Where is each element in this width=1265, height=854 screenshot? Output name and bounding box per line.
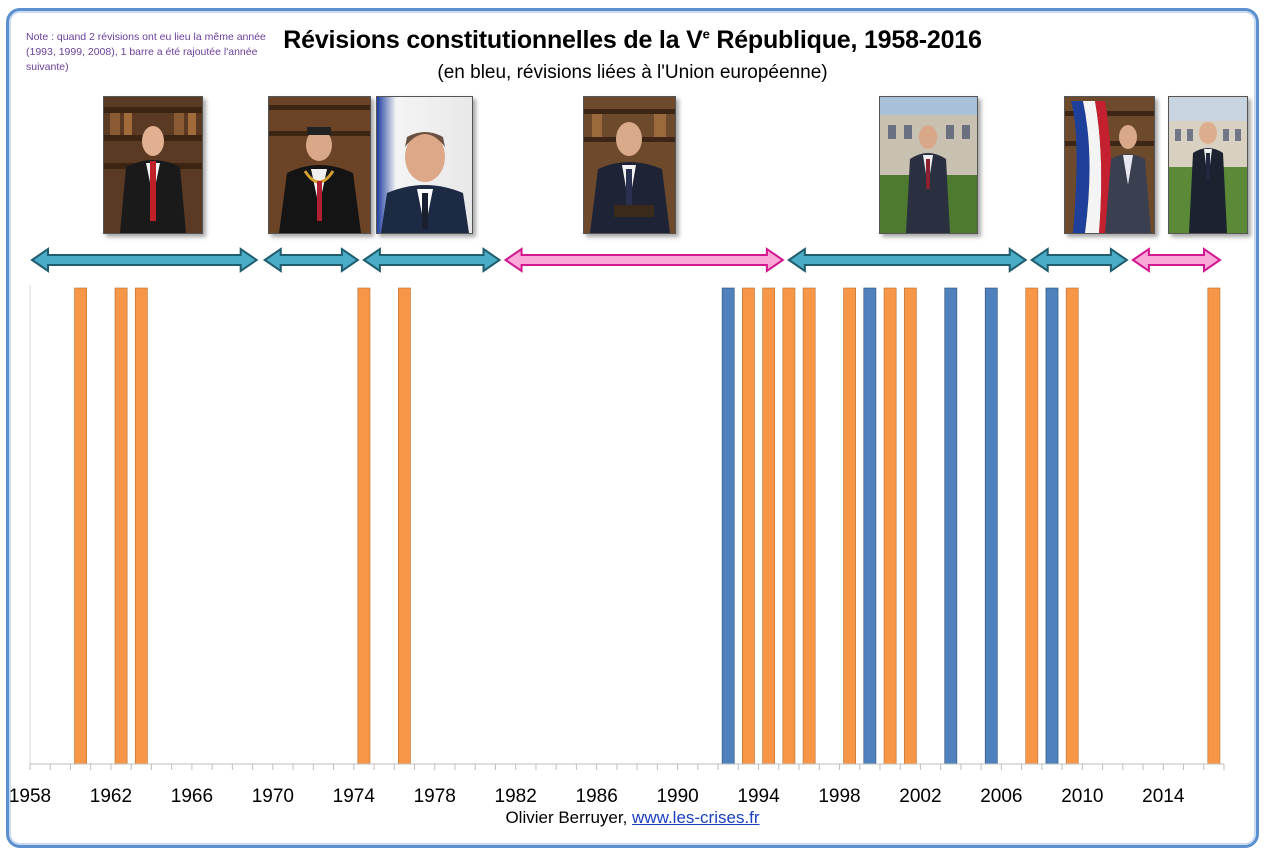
bar-1995 [782,287,796,765]
bar-1960 [74,287,87,765]
tick-label-1990: 1990 [656,786,698,807]
portrait-hollande [1168,96,1248,234]
bar-1976 [398,287,411,765]
portrait-de-gaulle [103,96,203,234]
chart-subtitle: (en bleu, révisions liées à l'Union euro… [437,62,828,83]
portrait-mitterrand [583,96,676,234]
portrait-giscard [376,96,473,234]
arrow-hollande [1131,247,1222,273]
title-tail: République, 1958-2016 [709,26,982,54]
bar-1974 [357,287,371,765]
bar-2000 [883,287,897,765]
bar-2008 [1045,287,1059,765]
bar-1998 [843,287,856,765]
chart-title: Révisions constitutionnelles de la Ve Ré… [0,26,1265,55]
tick-label-1962: 1962 [90,786,132,807]
bar-1996 [802,287,816,765]
tick-label-1978: 1978 [414,786,456,807]
arrow-sarkozy [1029,247,1129,273]
title-superscript: e [702,26,710,42]
portrait-sarkozy [1064,96,1155,234]
bar-1994 [762,287,776,765]
tick-label-2014: 2014 [1142,786,1185,807]
tick-label-1970: 1970 [252,786,294,807]
bar-2009 [1065,287,1079,765]
bar-2001 [903,287,917,765]
tick-label-2010: 2010 [1061,786,1103,807]
bar-1992 [721,287,735,765]
x-axis-ticks: 1958 1962 1966 1970 1974 1978 1982 1986 1990 1994… [9,764,1225,807]
portrait-pompidou [268,96,371,234]
tick-label-1966: 1966 [171,786,213,807]
arrow-de-gaulle [30,247,259,273]
bar-1963 [134,287,148,765]
arrow-chirac [787,247,1028,273]
footer-author: Olivier Berruyer, [505,808,628,827]
tick-label-1986: 1986 [576,786,618,807]
tick-label-1958: 1958 [9,786,51,807]
bar-1999 [863,287,877,765]
arrow-pompidou [262,247,360,273]
tick-label-1998: 1998 [818,786,860,807]
tick-label-1982: 1982 [495,786,537,807]
bar-2003 [944,287,958,765]
bar-series [74,287,1221,765]
chart-note: Note : quand 2 révisions ont eu lieu la … [26,31,266,73]
footer-credit: Olivier Berruyer, www.les-crises.fr [0,808,1265,828]
x-axis [29,285,1224,765]
portrait-chirac [879,96,978,234]
tick-label-1994: 1994 [737,786,780,807]
bar-2016 [1207,287,1221,765]
arrow-giscard [362,247,502,273]
footer-link[interactable]: www.les-crises.fr [632,808,760,827]
presidency-arrows [30,247,1222,273]
tick-label-2002: 2002 [899,786,941,807]
title-main: Révisions constitutionnelles de la V [283,26,703,54]
bar-2007 [1025,287,1039,765]
bar-1993 [742,287,755,765]
arrow-mitterrand [503,247,785,273]
tick-label-1974: 1974 [333,786,376,807]
tick-label-2006: 2006 [980,786,1022,807]
bar-1962 [114,287,128,765]
bar-2005 [984,287,998,765]
